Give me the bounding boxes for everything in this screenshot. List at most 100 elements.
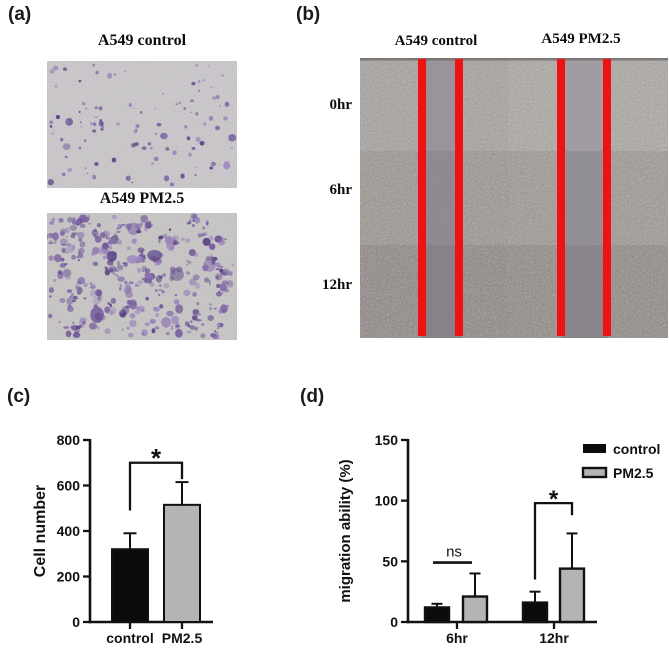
stained-cell — [121, 328, 124, 331]
stained-cell — [124, 280, 128, 284]
stained-cell — [85, 107, 88, 110]
stained-cell — [227, 280, 234, 288]
stained-cell — [202, 226, 205, 230]
stained-cell — [57, 270, 63, 275]
stained-cell — [110, 297, 117, 304]
stained-cell — [215, 291, 223, 297]
stained-cell — [88, 222, 91, 225]
stained-cell — [172, 150, 177, 156]
stained-cell — [192, 292, 197, 297]
stained-cell — [67, 168, 73, 173]
y-tick-label: 150 — [375, 432, 399, 448]
panel-b-row-12hr: 12hr — [322, 277, 352, 293]
stained-cell — [198, 89, 201, 92]
stained-cell — [215, 125, 221, 131]
stained-cell — [215, 262, 221, 267]
stained-cell — [96, 326, 100, 330]
stained-cell — [140, 214, 149, 223]
stained-cell — [71, 219, 77, 225]
stained-cell — [231, 263, 235, 266]
stained-cell — [77, 291, 81, 295]
stained-cell — [62, 143, 71, 151]
x-category-label: control — [106, 630, 153, 646]
stained-cell — [188, 152, 192, 157]
stained-cell — [48, 287, 54, 294]
stained-cell — [158, 293, 161, 297]
stained-cell — [107, 240, 114, 245]
stained-cell — [204, 277, 210, 283]
stained-cell — [224, 101, 230, 107]
stained-cell — [124, 282, 130, 287]
stained-cell — [101, 242, 109, 250]
stained-cell — [145, 296, 149, 301]
stained-cell — [184, 125, 188, 129]
stained-cell — [63, 326, 70, 329]
stained-cell — [92, 129, 97, 133]
panel-a-title-pm25: A549 PM2.5 — [99, 190, 185, 207]
stained-cell — [195, 63, 199, 67]
stained-cell — [206, 220, 209, 226]
sig-label: ns — [446, 544, 462, 561]
stained-cell — [104, 266, 108, 271]
stained-cell — [191, 146, 196, 151]
stained-cell — [78, 250, 81, 255]
wound-band-control — [422, 245, 461, 338]
stained-cell — [115, 269, 119, 272]
bar-6hr-PM2.5 — [461, 595, 489, 624]
stained-cell — [202, 237, 211, 246]
panel-c-letter: (c) — [7, 386, 31, 407]
stained-cell — [90, 283, 96, 289]
stained-cell — [203, 122, 207, 126]
stained-cell — [112, 271, 116, 275]
stained-cell — [64, 263, 68, 266]
y-tick-label: 0 — [390, 614, 398, 630]
stained-cell — [72, 217, 76, 222]
stained-cell — [208, 235, 214, 241]
stained-cell — [210, 86, 213, 88]
stained-cell — [62, 243, 67, 246]
stained-cell — [125, 223, 132, 230]
stained-cell — [133, 107, 135, 110]
stained-cell — [90, 252, 95, 256]
stained-cell — [141, 309, 145, 313]
stained-cell — [175, 329, 183, 338]
stained-cell — [142, 332, 145, 336]
stained-cell — [94, 106, 98, 110]
stained-cell — [106, 259, 114, 266]
stained-cell — [166, 310, 174, 317]
stained-cell — [137, 280, 144, 285]
stained-cell — [154, 326, 160, 330]
stained-cell — [212, 96, 217, 101]
stained-cell — [228, 271, 233, 276]
stained-cell — [128, 281, 134, 285]
legend-label-control: control — [613, 441, 660, 457]
stained-cell — [134, 142, 139, 147]
stained-cell — [147, 249, 163, 261]
y-axis-title: migration ability (%) — [337, 459, 354, 602]
stained-cell — [92, 161, 94, 163]
stained-cell — [67, 304, 72, 308]
stained-cell — [221, 236, 225, 241]
y-tick-label: 0 — [72, 614, 80, 630]
stained-cell — [185, 238, 190, 243]
stained-cell — [90, 122, 93, 125]
bar-PM2.5 — [163, 503, 201, 623]
stained-cell — [116, 239, 122, 245]
panel-d-letter: (d) — [300, 386, 325, 407]
stained-cell — [144, 226, 148, 232]
wound-band-pm25 — [559, 151, 610, 245]
wound-grain — [360, 58, 668, 338]
stained-cell — [219, 268, 224, 273]
stained-cell — [92, 261, 99, 266]
stained-cell — [154, 263, 160, 266]
stained-cell — [51, 232, 60, 241]
stained-cell — [189, 278, 197, 286]
stained-cell — [209, 306, 212, 311]
stained-cell — [135, 306, 140, 310]
stained-cell — [209, 166, 214, 170]
stained-cell — [165, 147, 170, 151]
stained-cell — [83, 216, 89, 223]
stained-cell — [89, 289, 98, 298]
stained-cell — [84, 167, 87, 169]
stained-cell — [216, 276, 219, 279]
